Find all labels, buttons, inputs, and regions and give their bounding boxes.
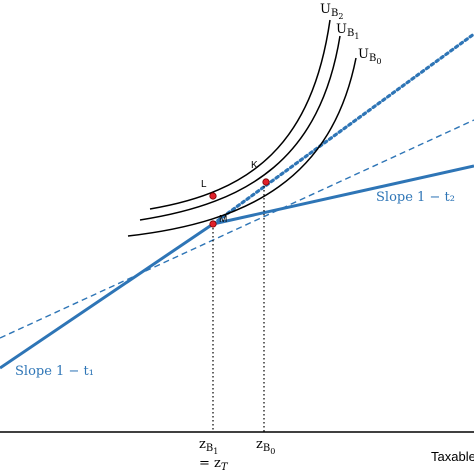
x-axis-label: Taxable bbox=[431, 449, 474, 464]
point-m-marker bbox=[209, 220, 217, 228]
indifference-curve-ub0 bbox=[127, 57, 357, 237]
ub0-label: UB0 bbox=[358, 47, 381, 66]
ub2-label: UB2 bbox=[320, 2, 343, 21]
indifference-curve-ub2 bbox=[149, 19, 331, 210]
point-l-marker bbox=[209, 192, 217, 200]
ub1-label: UB1 bbox=[336, 22, 359, 41]
dashed-budget-line bbox=[0, 119, 474, 339]
indifference-curve-ub1 bbox=[139, 35, 341, 221]
point-l-label: L bbox=[201, 179, 207, 190]
dotted-budget-extension bbox=[211, 32, 474, 226]
point-k-marker bbox=[262, 178, 270, 186]
point-k-label: K bbox=[251, 160, 258, 171]
point-m-label: M bbox=[219, 214, 227, 225]
zb1-label: zB1 bbox=[199, 437, 218, 456]
slope-lower-label: Slope 1 − t₁ bbox=[15, 364, 94, 379]
zb0-label: zB0 bbox=[256, 437, 275, 456]
zt-label: = zT bbox=[199, 456, 229, 473]
slope-upper-label: Slope 1 − t₂ bbox=[376, 190, 455, 205]
